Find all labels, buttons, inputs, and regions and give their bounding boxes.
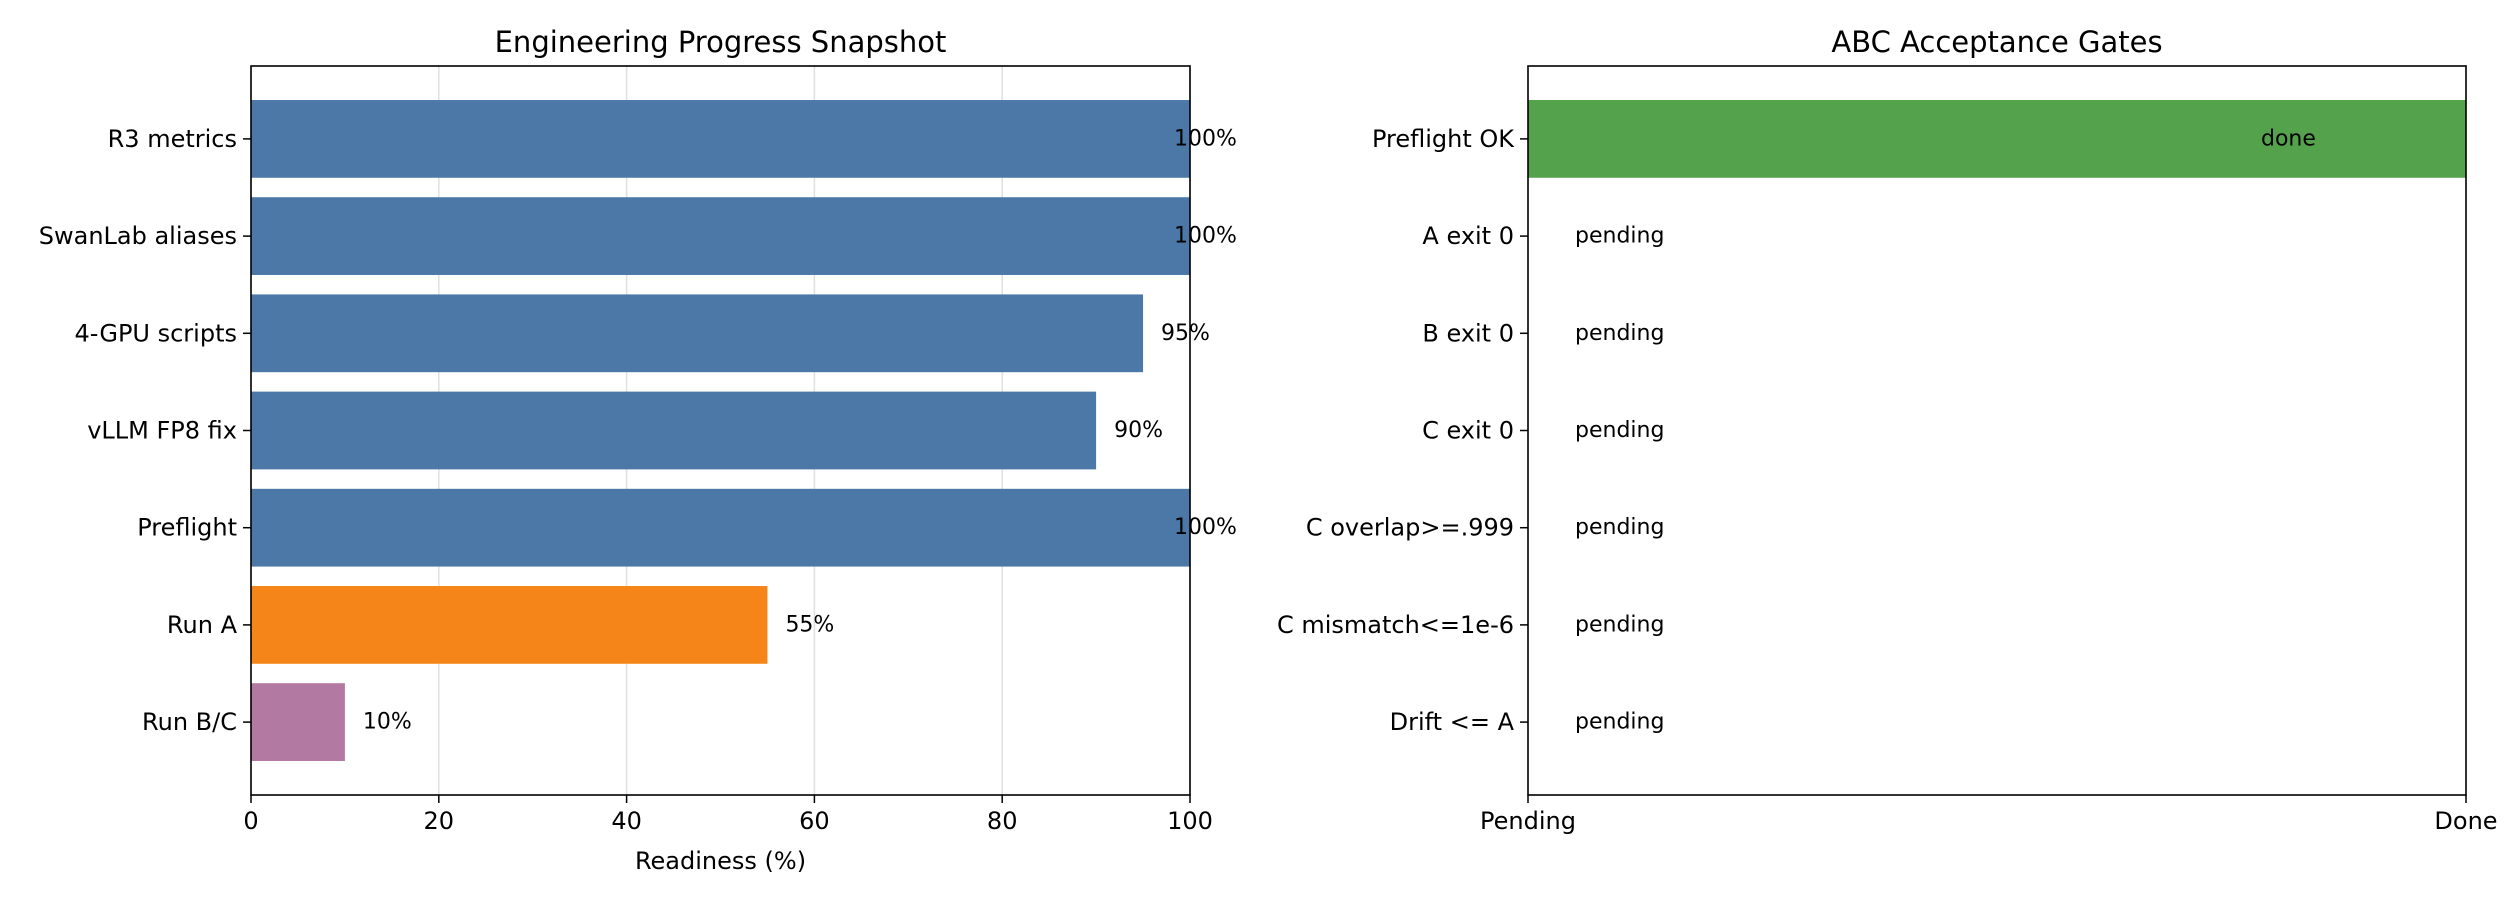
y-tick-label: 4-GPU scripts xyxy=(75,319,237,347)
value-label: pending xyxy=(1575,710,1664,735)
bar xyxy=(251,586,768,664)
value-label: 55% xyxy=(785,612,834,637)
value-label: 95% xyxy=(1161,321,1210,346)
x-tick-label: 60 xyxy=(799,807,830,835)
bar xyxy=(251,391,1097,470)
bar xyxy=(251,683,345,761)
value-label: pending xyxy=(1575,321,1664,346)
x-tick-label: 0 xyxy=(243,807,258,835)
y-tick-label: SwanLab aliases xyxy=(39,222,237,250)
value-label: 100% xyxy=(1174,224,1237,249)
x-tick-label: 40 xyxy=(611,807,642,835)
value-label: pending xyxy=(1575,418,1664,443)
value-label: 10% xyxy=(363,710,412,735)
bar xyxy=(251,294,1144,373)
chart-title: ABC Acceptance Gates xyxy=(1831,25,2162,59)
y-tick-label: Preflight xyxy=(137,514,237,542)
value-label: 90% xyxy=(1114,418,1163,443)
y-tick-label: Preflight OK xyxy=(1372,125,1515,153)
y-tick-label: Run B/C xyxy=(142,708,237,736)
y-tick-label: C overlap>=.999 xyxy=(1306,514,1514,542)
y-tick-label: B exit 0 xyxy=(1422,319,1514,347)
chart-title: Engineering Progress Snapshot xyxy=(495,25,947,59)
x-tick-label: Done xyxy=(2434,807,2497,835)
y-tick-label: A exit 0 xyxy=(1422,222,1514,250)
bar xyxy=(251,488,1190,567)
x-axis-label: Readiness (%) xyxy=(635,847,806,875)
value-label: pending xyxy=(1575,515,1664,540)
x-tick-label: 100 xyxy=(1167,807,1213,835)
x-tick-label: 20 xyxy=(424,807,455,835)
value-label: pending xyxy=(1575,224,1664,249)
y-tick-label: vLLM FP8 fix xyxy=(87,417,237,445)
bar xyxy=(251,100,1190,178)
bar xyxy=(251,197,1190,275)
value-label: pending xyxy=(1575,612,1664,637)
bar xyxy=(1528,100,2466,178)
x-tick-label: 80 xyxy=(987,807,1018,835)
value-label: 100% xyxy=(1174,126,1237,151)
y-tick-label: Drift <= A xyxy=(1390,708,1515,736)
y-tick-label: R3 metrics xyxy=(108,125,237,153)
value-label: 100% xyxy=(1174,515,1237,540)
value-label: done xyxy=(2261,126,2316,151)
y-tick-label: C exit 0 xyxy=(1422,417,1514,445)
y-tick-label: Run A xyxy=(167,611,238,639)
y-tick-label: C mismatch<=1e-6 xyxy=(1277,611,1514,639)
x-tick-label: Pending xyxy=(1480,807,1576,835)
